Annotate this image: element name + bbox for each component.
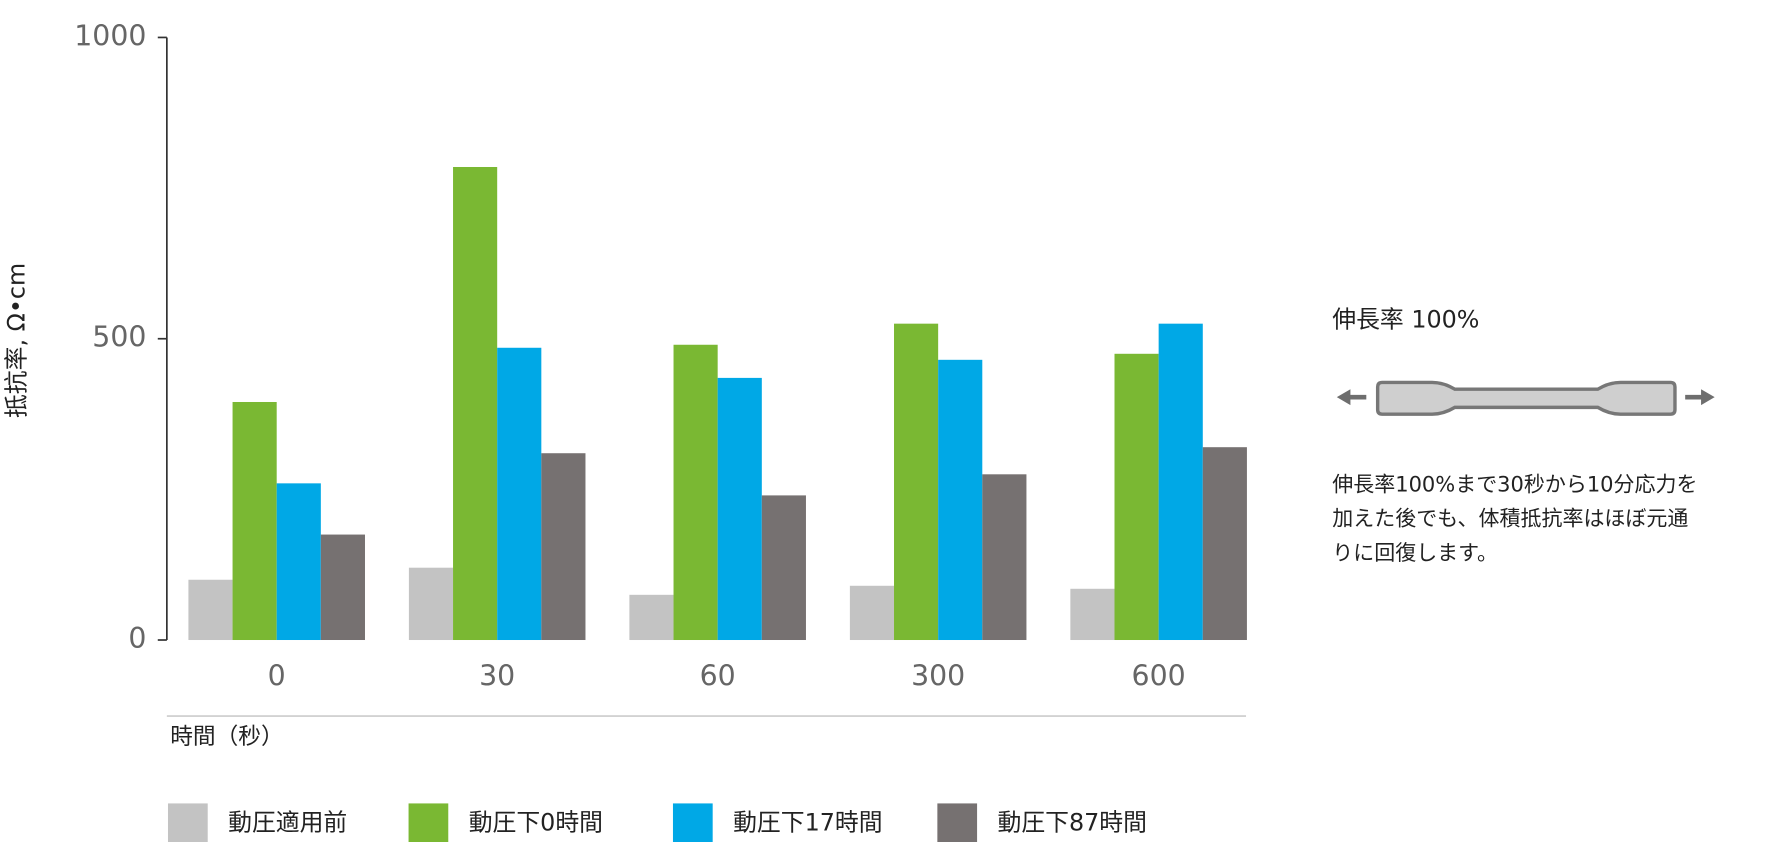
legend-label: 動圧下0時間	[469, 808, 603, 836]
bar	[894, 323, 939, 641]
bar	[408, 567, 454, 641]
x-axis-title: 時間（秒）	[170, 724, 283, 750]
bar	[276, 483, 321, 641]
legend-swatch	[408, 803, 449, 842]
legend-swatch	[672, 803, 713, 842]
annotation-line: 加えた後でも、体積抵抗率はほぼ元通	[1332, 507, 1688, 531]
x-tick-label: 600	[1132, 659, 1186, 692]
bar	[849, 585, 895, 641]
legend-label: 動圧下17時間	[733, 808, 882, 836]
annotation-line: 伸長率100%まで30秒から10分応力を	[1332, 473, 1697, 497]
bar	[938, 359, 983, 641]
annotation-line: りに回復します。	[1332, 541, 1498, 565]
bar	[1070, 588, 1115, 641]
bar	[1158, 323, 1203, 641]
legend-label: 動圧下87時間	[998, 808, 1147, 836]
x-tick-label: 0	[268, 659, 286, 692]
bar	[541, 453, 586, 641]
bar	[1114, 353, 1159, 641]
bar	[453, 166, 498, 641]
y-tick-label: 0	[128, 622, 146, 655]
bar	[497, 347, 542, 641]
specimen-icon	[1336, 380, 1715, 416]
y-tick-label: 500	[92, 321, 146, 354]
legend-swatch	[937, 803, 978, 842]
bar	[717, 377, 762, 641]
bar	[982, 474, 1027, 641]
y-axis-title: 抵抗率, Ω•cm	[3, 263, 31, 418]
bar	[629, 594, 674, 641]
annotation-title: 伸長率 100%	[1332, 306, 1479, 334]
legend-label: 動圧適用前	[228, 808, 347, 836]
x-tick-label: 300	[911, 659, 965, 692]
bar	[673, 344, 718, 641]
bar	[188, 579, 233, 641]
bar	[1202, 447, 1247, 641]
x-tick-label: 30	[479, 659, 515, 692]
legend-swatch	[167, 803, 208, 842]
y-tick-label: 1000	[74, 19, 146, 52]
bar	[761, 495, 806, 641]
x-tick-label: 60	[700, 659, 736, 692]
bar	[320, 534, 365, 641]
bar	[232, 401, 277, 641]
